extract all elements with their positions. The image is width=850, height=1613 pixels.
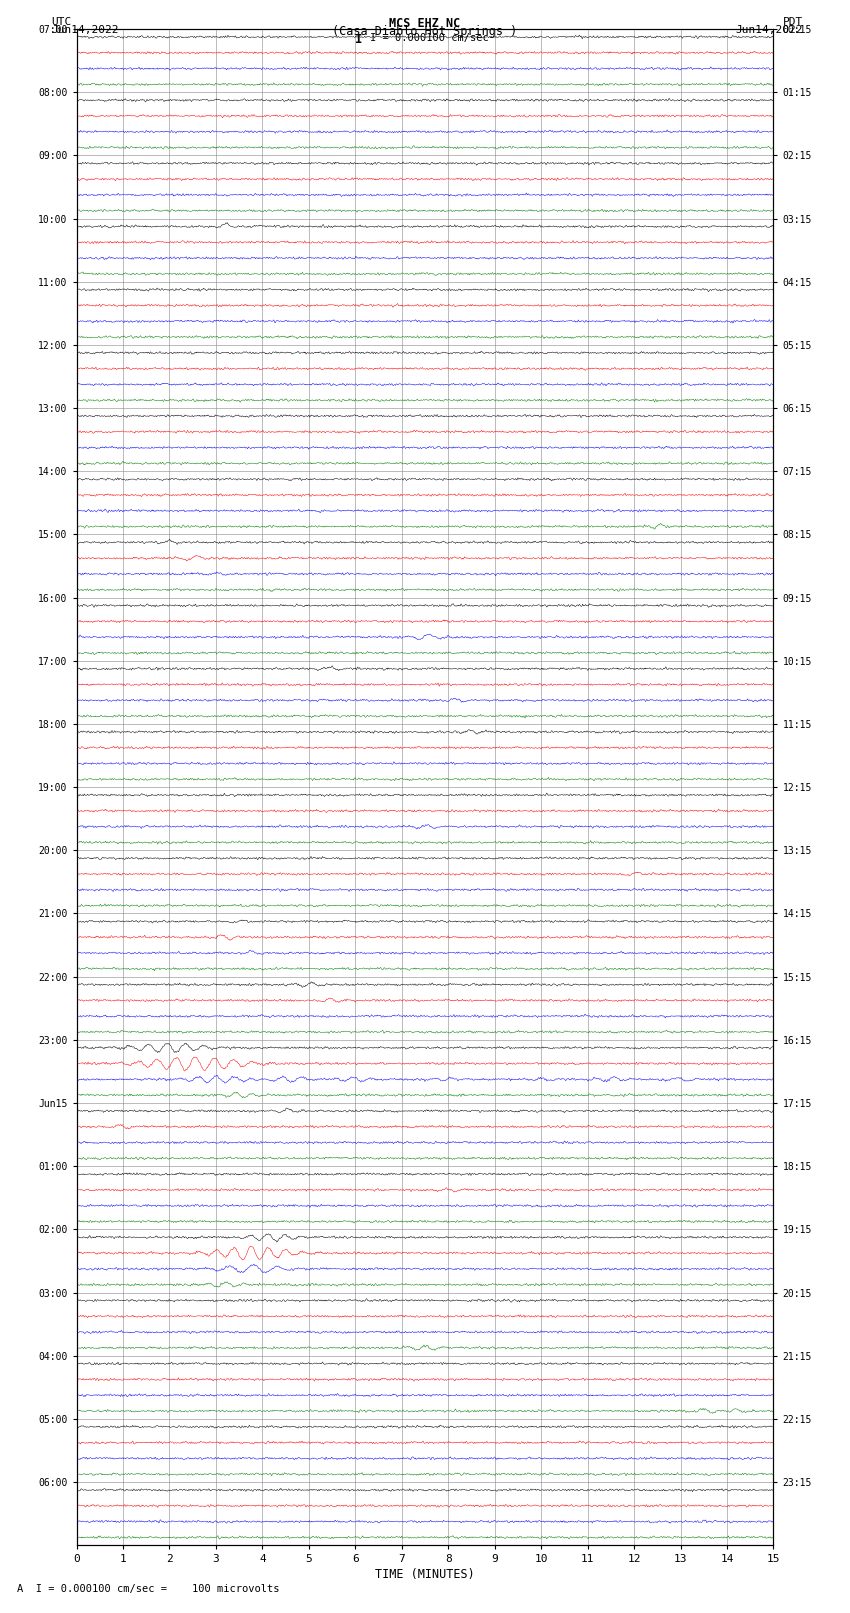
Text: (Casa Diablo Hot Springs ): (Casa Diablo Hot Springs ) (332, 24, 518, 39)
Text: PDT: PDT (783, 18, 803, 27)
Text: Jun14,2022: Jun14,2022 (51, 24, 118, 35)
Text: I: I (355, 32, 363, 47)
Text: I = 0.000100 cm/sec: I = 0.000100 cm/sec (370, 32, 489, 44)
Text: UTC: UTC (51, 18, 71, 27)
Text: MCS EHZ NC: MCS EHZ NC (389, 18, 461, 31)
Text: Jun14,2022: Jun14,2022 (736, 24, 803, 35)
X-axis label: TIME (MINUTES): TIME (MINUTES) (375, 1568, 475, 1581)
Text: A  I = 0.000100 cm/sec =    100 microvolts: A I = 0.000100 cm/sec = 100 microvolts (17, 1584, 280, 1594)
